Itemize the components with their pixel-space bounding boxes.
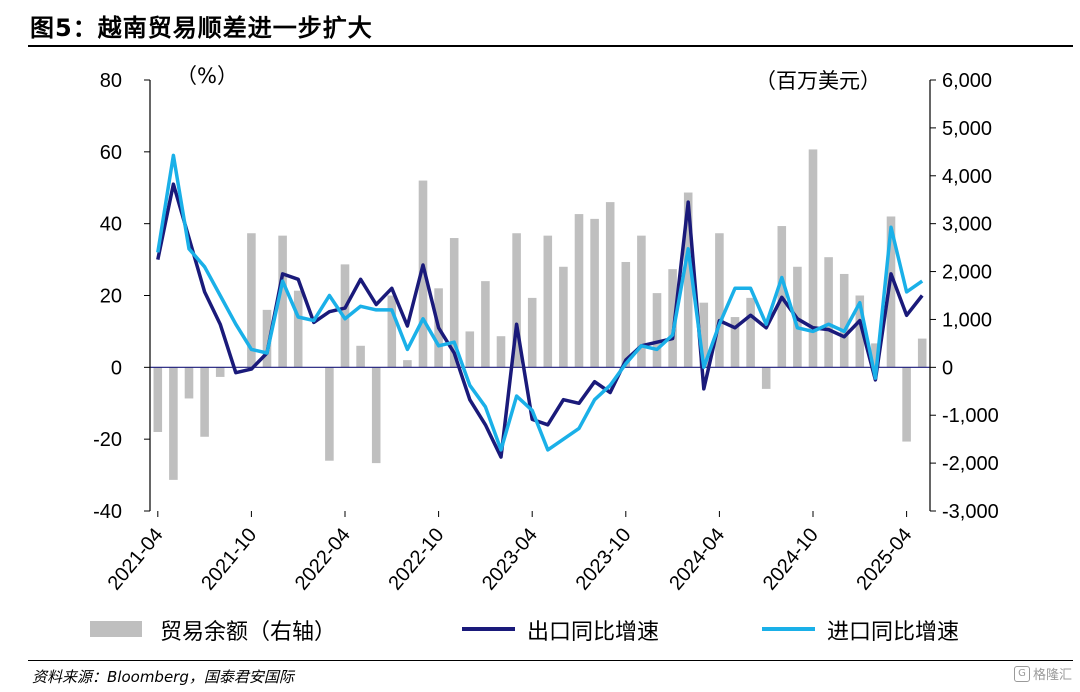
watermark: G 格隆汇: [1013, 664, 1072, 683]
trade-balance-bar: [917, 338, 927, 368]
left-tick-label: 0: [111, 357, 122, 379]
legend-label-trade-balance: 贸易余额（右轴）: [160, 620, 336, 645]
x-tick-label: 2024-04: [665, 524, 729, 594]
left-axis-unit: （%）: [176, 64, 238, 88]
trade-balance-bar: [902, 367, 911, 442]
trade-balance-bar: [605, 202, 615, 368]
left-tick-label: 40: [100, 214, 122, 236]
legend: 贸易余额（右轴） 出口同比增速 进口同比增速: [90, 620, 959, 645]
trade-balance-bar: [215, 367, 225, 377]
x-tick-label: 2023-04: [478, 524, 542, 594]
trade-balance-bar: [746, 297, 755, 368]
trade-balance-bar: [184, 367, 194, 399]
right-tick-label: -2,000: [942, 453, 999, 475]
left-tick-label: 20: [100, 286, 122, 308]
trade-balance-bar: [481, 281, 490, 368]
right-tick-label: 4,000: [942, 166, 992, 188]
trade-balance-bar: [356, 345, 365, 368]
x-tick-label: 2021-04: [104, 524, 168, 594]
right-tick-label: 5,000: [942, 118, 992, 140]
trade-balance-bar: [293, 290, 303, 368]
source-note: 资料来源：Bloomberg，国泰君安国际: [32, 668, 294, 686]
trade-balance-bar: [449, 238, 459, 368]
trade-balance-bar: [169, 367, 178, 480]
trade-balance-bar: [824, 257, 833, 368]
right-tick-label: -1,000: [942, 405, 999, 427]
x-tick-label: 2025-04: [852, 524, 916, 594]
trade-balance-bar: [683, 192, 693, 368]
trade-balance-bar: [839, 273, 849, 368]
trade-balance-bar: [871, 343, 880, 368]
growth-lines: [156, 153, 924, 459]
x-tick-label: 2023-10: [572, 524, 636, 594]
left-tick-label: 80: [100, 70, 122, 92]
trade-balance-bar: [808, 149, 818, 368]
watermark-logo-icon: G: [1013, 665, 1030, 682]
right-tick-label: -3,000: [942, 501, 999, 523]
watermark-text: 格隆汇: [1032, 668, 1072, 683]
trade-balance-bar: [730, 317, 740, 368]
x-tick-label: 2021-10: [197, 524, 261, 594]
left-tick-label: -20: [93, 429, 122, 451]
trade-balance-bar: [262, 309, 272, 368]
legend-label-import: 进口同比增速: [827, 620, 959, 645]
trade-balance-bar: [715, 233, 724, 368]
trade-balance-bar: [403, 360, 412, 368]
chart: -40 -20 0 20 40 60 80 -3,000 -2,000 -1,000 0 1,000 2…: [90, 64, 999, 645]
trade-balance-bar: [886, 216, 896, 368]
right-tick-label: 0: [942, 357, 953, 379]
x-tick-label: 2024-10: [759, 524, 823, 594]
right-tick-label: 3,000: [942, 214, 992, 236]
trade-balance-bar: [574, 214, 584, 368]
trade-balance-bar: [559, 266, 568, 368]
legend-label-export: 出口同比增速: [527, 620, 659, 645]
trade-balance-bar: [855, 295, 865, 368]
trade-balance-bar: [590, 218, 599, 368]
trade-balance-bar: [153, 367, 163, 432]
trade-balance-bar: [543, 235, 553, 368]
right-tick-label: 1,000: [942, 309, 992, 331]
right-axis-unit: （百万美元）: [755, 69, 881, 93]
trade-balance-bar: [652, 293, 662, 368]
left-tick-label: -40: [93, 501, 122, 523]
title-rule: [28, 45, 1073, 47]
trade-balance-bar: [387, 295, 397, 368]
axes: [144, 79, 936, 517]
trade-balance-bar: [371, 367, 381, 464]
right-tick-label: 6,000: [942, 70, 992, 92]
left-tick-label: 60: [100, 142, 122, 164]
trade-balance-bar: [761, 367, 771, 389]
import-growth-line: [156, 153, 924, 452]
trade-balance-bar: [668, 269, 677, 368]
right-tick-label: 2,000: [942, 262, 992, 284]
trade-balance-bar: [325, 367, 334, 461]
figure-title: 图5：越南贸易顺差进一步扩大: [30, 14, 373, 42]
x-tick-label: 2022-10: [384, 524, 448, 594]
title-bar: 图5：越南贸易顺差进一步扩大: [0, 0, 1080, 47]
legend-swatch-trade-balance: [90, 621, 142, 637]
trade-balance-bar: [512, 233, 521, 368]
x-tick-label: 2022-04: [291, 524, 355, 594]
trade-balance-bar: [699, 302, 709, 368]
trade-balance-bar: [465, 331, 475, 368]
trade-balance-bar: [278, 235, 287, 368]
trade-balance-bar: [200, 367, 209, 437]
trade-balance-bar: [637, 235, 646, 368]
trade-balance-bar: [496, 336, 506, 368]
trade-balance-bar: [621, 261, 631, 368]
trade-balance-bar: [418, 180, 428, 368]
trade-balance-bar: [527, 297, 537, 368]
source-rule: [28, 660, 1073, 661]
trade-balance-bar: [247, 233, 256, 368]
